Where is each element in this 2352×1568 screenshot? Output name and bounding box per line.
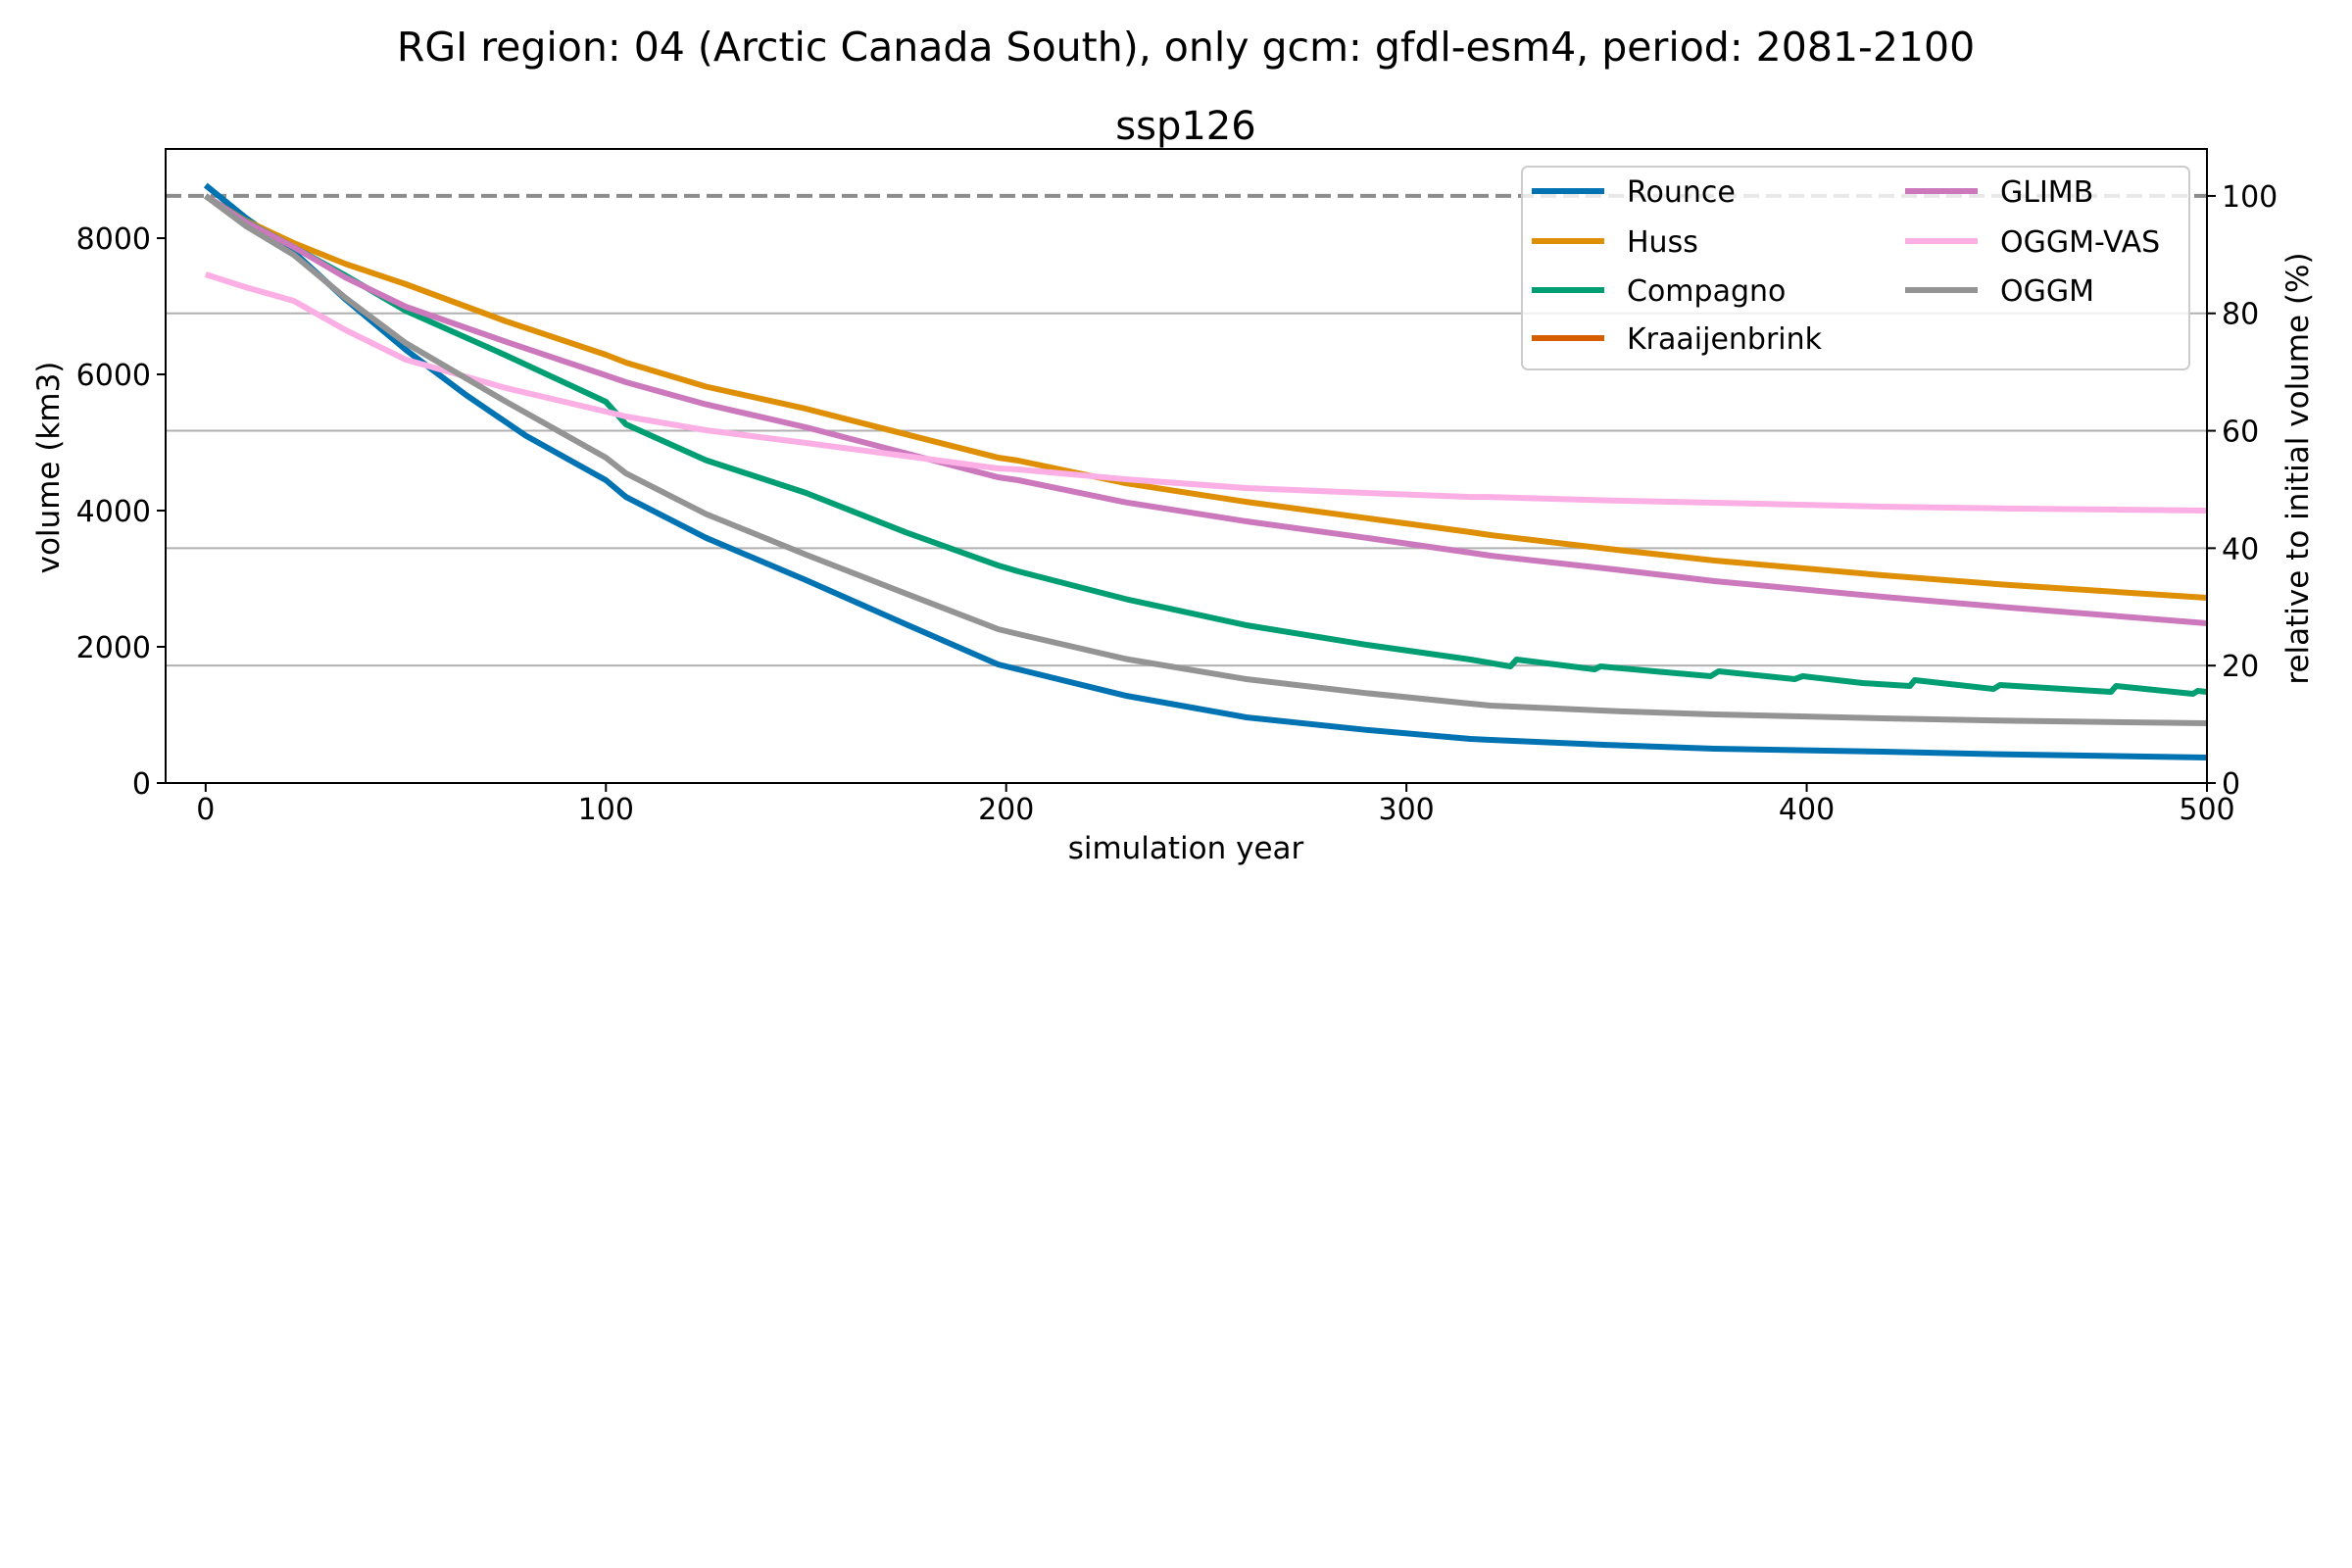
axes-title: ssp126 bbox=[1115, 104, 1255, 149]
series-line-huss bbox=[204, 193, 2208, 601]
x-axis-ticks: 0 100 200 300 400 500 bbox=[196, 783, 2235, 827]
series-line-oggm bbox=[204, 193, 2208, 726]
axes-frame bbox=[165, 148, 2208, 784]
legend-label: Huss bbox=[1627, 225, 1698, 260]
legend-entries: Rounce Huss Compagno Kraaijenbrink GLIMB OGGM… bbox=[1532, 175, 2160, 357]
y-tick-label: 6000 bbox=[76, 359, 151, 393]
legend-label: OGGM-VAS bbox=[2000, 225, 2160, 260]
x-tick-label: 200 bbox=[978, 793, 1034, 827]
x-tick-label: 0 bbox=[196, 793, 215, 827]
legend-label: Kraaijenbrink bbox=[1627, 322, 1823, 357]
y-right-tick-label: 0 bbox=[2222, 767, 2240, 802]
legend-item: OGGM-VAS bbox=[1905, 225, 2160, 260]
y-right-tick-label: 20 bbox=[2222, 650, 2259, 684]
legend-item: GLIMB bbox=[1905, 175, 2093, 210]
legend: Rounce Huss Compagno Kraaijenbrink GLIMB OGGM… bbox=[1521, 166, 2190, 370]
series-line-glimb bbox=[204, 193, 2208, 626]
legend-frame bbox=[1521, 166, 2190, 370]
legend-item: Compagno bbox=[1532, 274, 1786, 309]
x-axis-label: simulation year bbox=[1068, 831, 1304, 866]
y-right-tick-label: 80 bbox=[2222, 298, 2259, 332]
y-axis-label: volume (km3) bbox=[31, 362, 67, 574]
legend-label: GLIMB bbox=[2000, 175, 2093, 210]
figure-suptitle: RGI region: 04 (Arctic Canada South), on… bbox=[397, 24, 1975, 71]
x-tick-label: 300 bbox=[1379, 793, 1435, 827]
x-tick-label: 400 bbox=[1779, 793, 1835, 827]
x-tick-label: 100 bbox=[578, 793, 634, 827]
legend-item: OGGM bbox=[1905, 274, 2094, 309]
legend-item: Huss bbox=[1532, 225, 1698, 260]
y-tick-label: 2000 bbox=[76, 631, 151, 665]
y-axis-ticks: 0 2000 4000 6000 8000 bbox=[76, 222, 166, 802]
y-right-tick-label: 40 bbox=[2222, 532, 2259, 566]
y-tick-label: 8000 bbox=[76, 222, 151, 257]
gridlines bbox=[166, 312, 2207, 667]
y-right-axis-label: relative to initial volume (%) bbox=[2280, 252, 2316, 684]
y-right-tick-label: 100 bbox=[2222, 180, 2278, 215]
legend-label: Rounce bbox=[1627, 175, 1736, 210]
legend-label: OGGM bbox=[2000, 274, 2094, 309]
legend-item: Rounce bbox=[1532, 175, 1736, 210]
series-line-oggm-vas bbox=[204, 271, 2208, 514]
y-right-axis-ticks: 0 20 40 60 80 100 bbox=[2207, 180, 2278, 802]
legend-label: Compagno bbox=[1627, 274, 1786, 309]
y-tick-label: 4000 bbox=[76, 495, 151, 529]
series-lines bbox=[203, 182, 2208, 760]
legend-item: Kraaijenbrink bbox=[1532, 322, 1823, 357]
series-line-compagno bbox=[204, 193, 2208, 697]
x-tick-label: 500 bbox=[2179, 793, 2234, 827]
y-right-tick-label: 60 bbox=[2222, 416, 2259, 450]
y-tick-label: 0 bbox=[132, 767, 151, 802]
series-line-rounce bbox=[203, 182, 2208, 760]
